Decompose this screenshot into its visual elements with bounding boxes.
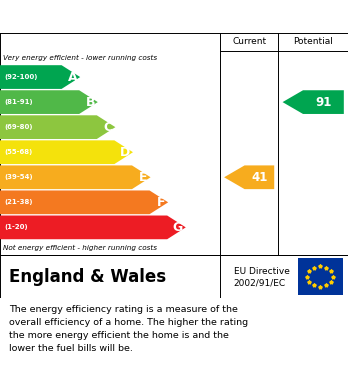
Text: Not energy efficient - higher running costs: Not energy efficient - higher running co… <box>3 245 158 251</box>
Text: 41: 41 <box>251 171 268 184</box>
Polygon shape <box>0 65 80 89</box>
Text: (69-80): (69-80) <box>4 124 33 130</box>
Text: (39-54): (39-54) <box>4 174 33 180</box>
Text: B: B <box>86 96 95 109</box>
Text: Potential: Potential <box>293 38 333 47</box>
Polygon shape <box>283 90 344 114</box>
Polygon shape <box>0 190 168 214</box>
Text: G: G <box>173 221 183 234</box>
Text: (81-91): (81-91) <box>4 99 33 105</box>
Text: Very energy efficient - lower running costs: Very energy efficient - lower running co… <box>3 55 158 61</box>
Polygon shape <box>0 215 186 239</box>
Text: D: D <box>120 146 130 159</box>
Text: E: E <box>139 171 148 184</box>
Text: EU Directive: EU Directive <box>234 267 290 276</box>
FancyBboxPatch shape <box>298 258 343 294</box>
Text: (1-20): (1-20) <box>4 224 28 230</box>
Text: England & Wales: England & Wales <box>9 267 166 285</box>
Polygon shape <box>0 140 133 164</box>
Text: Current: Current <box>232 38 266 47</box>
Polygon shape <box>0 90 98 114</box>
Text: 91: 91 <box>315 96 332 109</box>
Text: (55-68): (55-68) <box>4 149 32 155</box>
Polygon shape <box>0 115 116 139</box>
Polygon shape <box>0 165 151 189</box>
Text: 2002/91/EC: 2002/91/EC <box>234 278 286 287</box>
Text: The energy efficiency rating is a measure of the
overall efficiency of a home. T: The energy efficiency rating is a measur… <box>9 305 248 353</box>
Text: (92-100): (92-100) <box>4 74 38 80</box>
Polygon shape <box>224 165 274 189</box>
Text: Energy Efficiency Rating: Energy Efficiency Rating <box>9 9 230 24</box>
Text: F: F <box>157 196 165 209</box>
Text: C: C <box>103 121 113 134</box>
Text: A: A <box>68 70 77 84</box>
Text: (21-38): (21-38) <box>4 199 33 205</box>
